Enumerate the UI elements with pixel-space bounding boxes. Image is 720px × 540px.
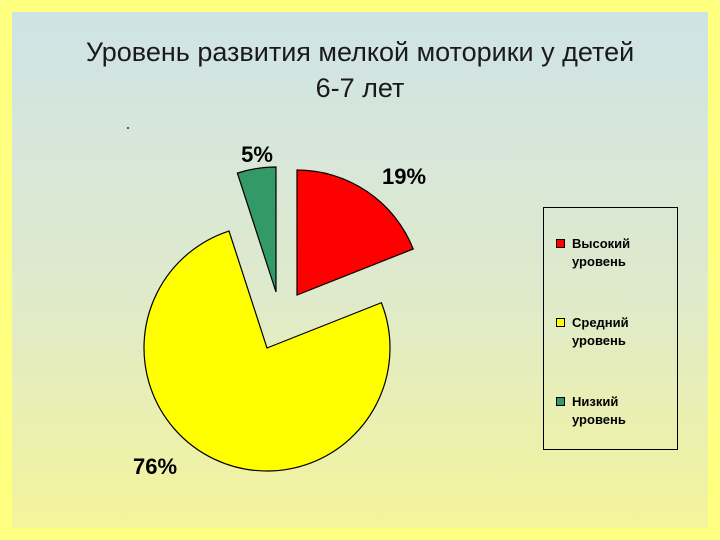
pie-slice: [296, 169, 414, 296]
pie-slice: [143, 230, 391, 472]
legend-item: Средний уровень: [556, 314, 672, 350]
chart-title-line-1: Уровень развития мелкой моторики у детей: [85, 37, 635, 67]
chart-title: Уровень развития мелкой моторики у детей…: [0, 34, 720, 106]
pie-slice: [236, 166, 277, 293]
pie-data-label: 5%: [241, 142, 273, 167]
pie-data-label: 76%: [133, 454, 177, 479]
legend-swatch: [556, 397, 565, 406]
legend-label: Низкий уровень: [572, 394, 626, 427]
legend-item: Низкий уровень: [556, 393, 672, 429]
pie-data-label: 19%: [382, 164, 426, 189]
legend-swatch: [556, 318, 565, 327]
chart-title-line-2: 6-7 лет: [315, 73, 405, 103]
legend-item: Высокий уровень: [556, 235, 672, 271]
legend-label: Средний уровень: [572, 315, 629, 348]
legend-swatch: [556, 239, 565, 248]
stray-dot: [127, 127, 129, 129]
chart-legend: Высокий уровень Средний уровень Низкий уро…: [543, 207, 678, 450]
legend-label: Высокий уровень: [572, 236, 631, 269]
